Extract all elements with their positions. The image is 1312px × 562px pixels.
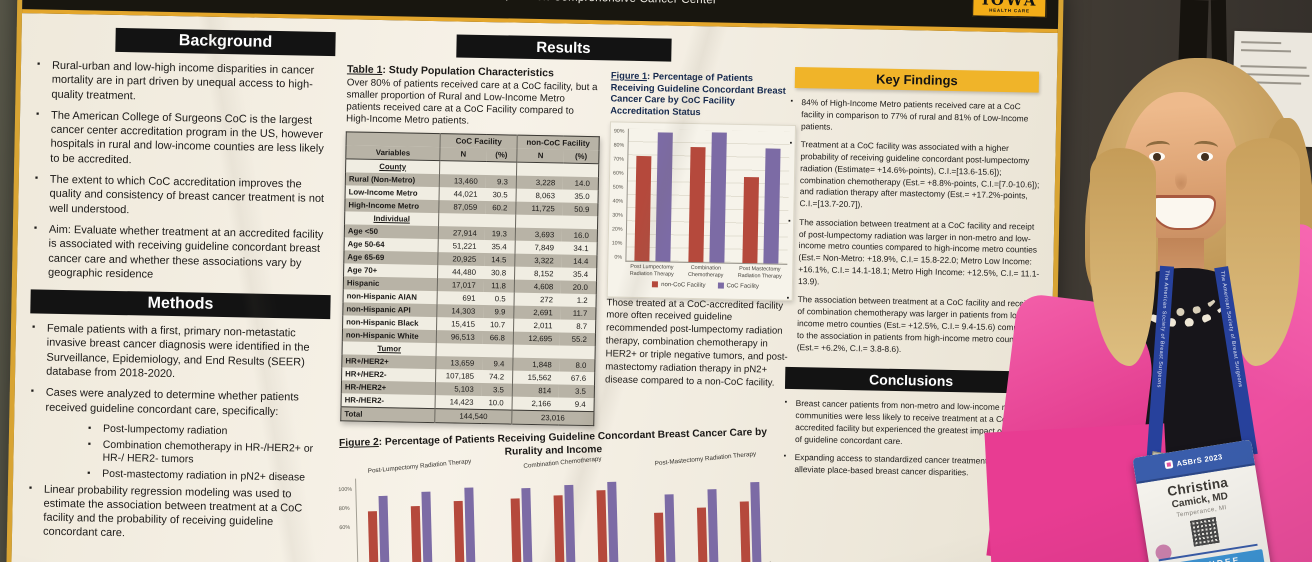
figure2-chart: 100% 80% 60% Post-Lumpectomy Radiation T…	[338, 450, 773, 562]
methods-bullet: Linear probability regression modeling w…	[26, 482, 327, 545]
results-column: Results Table 1: Study Population Charac…	[337, 32, 796, 562]
figure1-chart: 90% 80% 70% 60% 50% 40% 30% 20% 10% 0%	[606, 121, 796, 301]
bar-coc	[655, 132, 674, 263]
methods-bullet: Female patients with a first, primary no…	[29, 321, 330, 384]
legend-swatch-noncoc	[652, 281, 659, 288]
bar-noncoc	[553, 494, 565, 562]
badge-event: ASBrS 2023	[1175, 451, 1224, 468]
bar-coc	[607, 481, 619, 562]
left-column: Background Rural-urban and low-high inco…	[25, 26, 336, 562]
bar-coc	[709, 132, 727, 264]
figure1-bar-group	[634, 129, 674, 263]
bar-noncoc	[510, 497, 522, 562]
bar-coc	[378, 495, 390, 562]
eye	[1197, 152, 1213, 161]
figure1-caption: Those treated at a CoC-accredited facili…	[604, 296, 788, 389]
background-bullet: The American College of Surgeons CoC is …	[33, 108, 334, 171]
nose	[1175, 168, 1187, 190]
methods-sub-bullet: Combination chemotherapy in HR-/HER2+ or…	[85, 438, 327, 470]
legend-swatch-coc	[717, 282, 724, 289]
bar-coc	[464, 487, 476, 562]
qr-code	[1189, 516, 1220, 547]
pupil	[1201, 153, 1209, 161]
bar-coc	[707, 488, 719, 562]
poster-affiliation: of Iowa Hospitals and Clinics, Holden Co…	[352, 0, 717, 6]
pearl-necklace	[1141, 266, 1219, 316]
conference-badge: ASBrS 2023 Christina Camick, MD Temperan…	[1132, 439, 1272, 562]
hair	[1226, 138, 1300, 366]
methods-bullets-2: Linear probability regression modeling w…	[26, 482, 327, 545]
figure1-block: Figure 1: Percentage of Patients Receivi…	[604, 68, 796, 429]
bar-coc	[421, 491, 433, 562]
asbrs-logo-icon	[1164, 460, 1174, 470]
results-heading: Results	[455, 34, 672, 62]
methods-sub-bullets: Post-lumpectomy radiation Combination ch…	[85, 422, 328, 485]
figure1-bar-group	[742, 131, 781, 265]
bar-coc	[564, 484, 576, 562]
methods-heading: Methods	[30, 289, 331, 320]
research-poster: of Iowa Hospitals and Clinics, Holden Co…	[6, 0, 1064, 562]
eye	[1149, 152, 1165, 161]
bar-coc	[749, 482, 762, 562]
figure2-block: Figure 2: Percentage of Patients Receivi…	[337, 426, 773, 562]
background-bullet: Rural-urban and low-high income disparit…	[34, 58, 335, 107]
background-bullet: The extent to which CoC accreditation im…	[32, 172, 333, 221]
table1-description: Over 80% of patients received care at a …	[345, 77, 598, 127]
bar-noncoc	[634, 155, 652, 262]
bar-noncoc	[596, 489, 608, 562]
figure2-panel: Post-Mastectomy Radiation Therapy Rural …	[641, 450, 772, 562]
figure2-panel: Combination Chemotherapy Rural Low-Incom…	[499, 455, 630, 562]
figure1-x-labels: Post Lumpectomy Radiation Therapy Combin…	[629, 264, 782, 280]
bar-noncoc	[742, 176, 759, 264]
figure1-legend: non-CoC Facility CoC Facility	[624, 281, 786, 291]
background-bullet: Aim: Evaluate whether treatment at an ac…	[31, 222, 332, 285]
background-bullets: Rural-urban and low-high income disparit…	[31, 58, 335, 285]
study-population-table: CoC Facility non-CoC Facility Variables …	[340, 131, 600, 426]
bar-noncoc	[453, 501, 465, 562]
pearl-necklace	[1134, 270, 1226, 327]
bar-noncoc	[410, 505, 422, 562]
bar-noncoc	[653, 512, 665, 562]
bar-coc	[664, 493, 676, 562]
figure2-plot-area: Post-Lumpectomy Radiation Therapy Rural …	[354, 450, 773, 562]
figure2-panel: Post-Lumpectomy Radiation Therapy Rural …	[356, 457, 487, 562]
figure1-title: Figure 1: Percentage of Patients Receivi…	[610, 70, 786, 117]
hair	[1090, 148, 1156, 366]
bar-noncoc	[739, 500, 751, 562]
methods-bullet: Cases were analyzed to determine whether…	[28, 386, 328, 420]
methods-bullets: Female patients with a first, primary no…	[28, 321, 330, 420]
bar-noncoc	[688, 146, 706, 263]
conference-attendee: The American Society of Breast Surgeons …	[984, 0, 1312, 562]
figure2-y-axis: 100% 80% 60%	[338, 485, 353, 531]
pupil	[1153, 153, 1161, 161]
bar-coc	[763, 147, 781, 265]
bar-noncoc	[368, 510, 379, 562]
table1-block: Table 1: Study Population Characteristic…	[340, 63, 601, 426]
bar-coc	[521, 488, 533, 562]
figure1-plot-area	[624, 129, 790, 266]
bar-noncoc	[696, 507, 708, 562]
background-heading: Background	[115, 27, 336, 57]
figure1-bar-group	[688, 130, 727, 264]
